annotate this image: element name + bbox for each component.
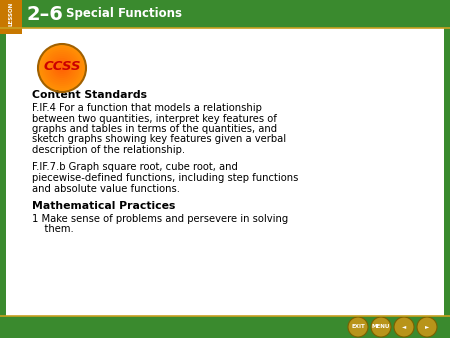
Circle shape	[38, 44, 86, 92]
Text: them.: them.	[32, 224, 74, 235]
Circle shape	[40, 46, 84, 90]
FancyBboxPatch shape	[0, 316, 450, 338]
Text: and absolute value functions.: and absolute value functions.	[32, 184, 180, 193]
Text: between two quantities, interpret key features of: between two quantities, interpret key fe…	[32, 114, 277, 123]
Text: piecewise-defined functions, including step functions: piecewise-defined functions, including s…	[32, 173, 298, 183]
Circle shape	[58, 64, 66, 72]
Text: Mathematical Practices: Mathematical Practices	[32, 201, 176, 211]
Circle shape	[348, 317, 368, 337]
Circle shape	[394, 317, 414, 337]
Text: F.IF.7.b Graph square root, cube root, and: F.IF.7.b Graph square root, cube root, a…	[32, 163, 238, 172]
Circle shape	[42, 48, 82, 88]
Text: LESSON: LESSON	[9, 2, 13, 26]
Circle shape	[52, 58, 72, 78]
Text: ◄: ◄	[402, 324, 406, 330]
Text: graphs and tables in terms of the quantities, and: graphs and tables in terms of the quanti…	[32, 124, 277, 134]
Circle shape	[56, 62, 68, 74]
Text: 1 Make sense of problems and persevere in solving: 1 Make sense of problems and persevere i…	[32, 214, 288, 224]
Circle shape	[60, 66, 64, 70]
Circle shape	[44, 50, 80, 86]
Text: ►: ►	[425, 324, 429, 330]
FancyBboxPatch shape	[6, 28, 444, 316]
Circle shape	[417, 317, 437, 337]
Text: MENU: MENU	[372, 324, 390, 330]
FancyBboxPatch shape	[0, 0, 450, 28]
Text: Special Functions: Special Functions	[66, 7, 182, 21]
Text: Content Standards: Content Standards	[32, 90, 147, 100]
Text: sketch graphs showing key features given a verbal: sketch graphs showing key features given…	[32, 135, 286, 145]
Text: 2–6: 2–6	[26, 4, 63, 24]
Text: EXIT: EXIT	[351, 324, 365, 330]
FancyBboxPatch shape	[0, 0, 22, 34]
Text: F.IF.4 For a function that models a relationship: F.IF.4 For a function that models a rela…	[32, 103, 262, 113]
Circle shape	[54, 60, 70, 76]
Circle shape	[371, 317, 391, 337]
Text: description of the relationship.: description of the relationship.	[32, 145, 185, 155]
Circle shape	[46, 52, 78, 84]
Circle shape	[48, 54, 76, 82]
Circle shape	[50, 56, 74, 80]
Text: CCSS: CCSS	[43, 61, 81, 73]
